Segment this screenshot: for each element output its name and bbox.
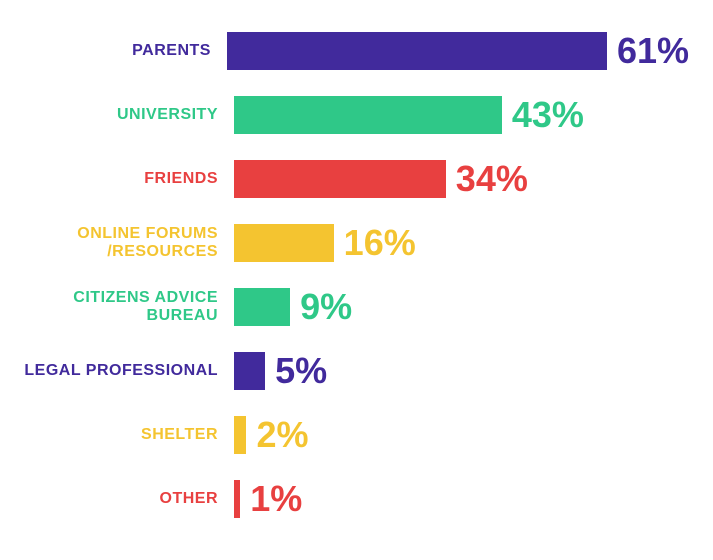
bar (234, 96, 502, 134)
bar-label: PARENTS (24, 42, 227, 60)
bar-value: 34% (456, 161, 528, 197)
bar-value: 5% (275, 353, 327, 389)
bar-area: 1% (234, 480, 689, 518)
bar-area: 61% (227, 32, 689, 70)
bar-chart: PARENTS 61% UNIVERSITY 43% FRIENDS 34% O… (24, 32, 689, 518)
bar-area: 2% (234, 416, 689, 454)
bar-label: LEGAL PROFESSIONAL (24, 362, 234, 380)
bar-area: 43% (234, 96, 689, 134)
bar-row: UNIVERSITY 43% (24, 96, 689, 134)
bar-label: ONLINE FORUMS /RESOURCES (24, 225, 234, 260)
bar (234, 160, 446, 198)
bar-row: LEGAL PROFESSIONAL 5% (24, 352, 689, 390)
bar (234, 416, 246, 454)
bar-label: UNIVERSITY (24, 106, 234, 124)
bar-value: 61% (617, 33, 689, 69)
bar-row: SHELTER 2% (24, 416, 689, 454)
bar-row: CITIZENS ADVICE BUREAU 9% (24, 288, 689, 326)
bar-area: 9% (234, 288, 689, 326)
bar (234, 288, 290, 326)
bar-value: 43% (512, 97, 584, 133)
bar-label: SHELTER (24, 426, 234, 444)
bar-label: CITIZENS ADVICE BUREAU (24, 289, 234, 324)
bar-label: OTHER (24, 490, 234, 508)
bar-row: OTHER 1% (24, 480, 689, 518)
bar-value: 16% (344, 225, 416, 261)
bar-area: 16% (234, 224, 689, 262)
bar-row: FRIENDS 34% (24, 160, 689, 198)
bar-row: PARENTS 61% (24, 32, 689, 70)
bar-area: 5% (234, 352, 689, 390)
bar-value: 9% (300, 289, 352, 325)
bar (227, 32, 607, 70)
bar (234, 480, 240, 518)
bar-area: 34% (234, 160, 689, 198)
bar-value: 2% (256, 417, 308, 453)
bar (234, 352, 265, 390)
bar-label: FRIENDS (24, 170, 234, 188)
bar-row: ONLINE FORUMS /RESOURCES 16% (24, 224, 689, 262)
bar (234, 224, 334, 262)
bar-value: 1% (250, 481, 302, 517)
